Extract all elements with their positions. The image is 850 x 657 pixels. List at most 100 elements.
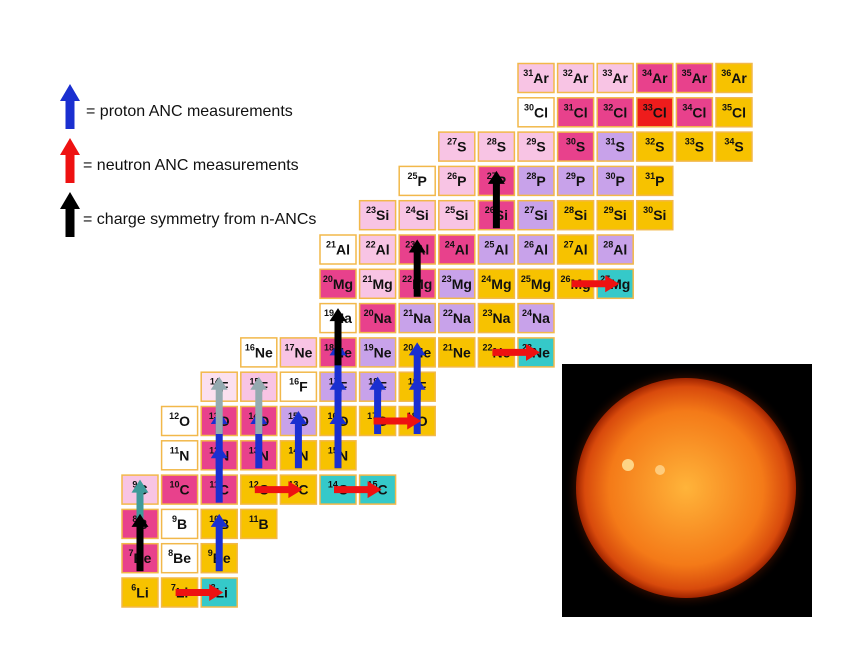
nuclide-label: 16Ne xyxy=(245,343,273,360)
element-symbol: Ar xyxy=(533,70,549,86)
element-symbol: Si xyxy=(614,207,627,223)
nuclide-cell xyxy=(398,302,436,334)
mass-number: 31 xyxy=(523,68,533,78)
element-symbol: O xyxy=(417,413,428,429)
arrow xyxy=(329,376,347,434)
nuclide-cell xyxy=(715,97,753,128)
nuclide-label: 11N xyxy=(170,446,190,463)
nuclide-label: 25Mg xyxy=(521,274,551,291)
element-symbol: S xyxy=(616,138,625,154)
nuclide-cell xyxy=(121,577,159,608)
mass-number: 15 xyxy=(328,446,338,456)
mass-number: 12 xyxy=(209,446,219,456)
nuclide-cell xyxy=(715,62,753,94)
nuclide-cell xyxy=(596,62,634,94)
element-symbol: Cl xyxy=(653,104,667,120)
element-symbol: P xyxy=(616,173,625,189)
arrow xyxy=(60,138,80,183)
mass-number: 35 xyxy=(682,68,692,78)
mass-number: 15 xyxy=(288,411,298,421)
mass-number: 28 xyxy=(603,240,613,250)
mass-number: 35 xyxy=(722,103,732,113)
mass-number: 27 xyxy=(487,171,497,181)
element-symbol: Na xyxy=(374,310,392,326)
element-symbol: Cl xyxy=(574,104,588,120)
element-symbol: Al xyxy=(336,241,350,257)
mass-number: 21 xyxy=(403,308,413,318)
mass-number: 21 xyxy=(362,274,372,284)
nuclide-cell xyxy=(556,165,595,197)
arrow xyxy=(329,308,347,366)
element-symbol: Cl xyxy=(613,104,627,120)
mass-number: 25 xyxy=(445,206,455,216)
arrow xyxy=(289,411,307,469)
nuclide-cell xyxy=(358,337,397,368)
element-symbol: S xyxy=(734,138,743,154)
element-symbol: Mg xyxy=(452,276,472,292)
arrow xyxy=(131,479,149,537)
nuclide-label: 25P xyxy=(408,171,427,188)
arrow xyxy=(487,170,505,229)
element-symbol: Be xyxy=(173,550,191,566)
mass-number: 9 xyxy=(172,514,177,524)
nuclide-cell xyxy=(636,97,674,128)
element-symbol: O xyxy=(179,413,190,429)
element-symbol: Cl xyxy=(732,104,746,120)
nuclide-cell xyxy=(438,302,476,334)
nuclide-cell xyxy=(438,165,476,197)
nuclide-label: 32Cl xyxy=(603,103,627,120)
mass-number: 18 xyxy=(324,343,334,353)
nuclide-cell xyxy=(596,199,634,231)
mass-number: 9 xyxy=(208,549,213,559)
nuclide-label: 24Na xyxy=(522,308,550,325)
nuclide-cell xyxy=(596,234,634,265)
element-symbol: Ne xyxy=(294,344,312,360)
nuclide-label: 29P xyxy=(566,171,585,188)
mass-number: 17 xyxy=(367,411,377,421)
element-symbol: Al xyxy=(534,241,548,257)
arrow xyxy=(210,513,228,572)
nuclide-label: 25Al xyxy=(484,240,508,257)
sun-spot xyxy=(622,459,634,471)
mass-number: 27 xyxy=(564,240,574,250)
nuclide-label: 30P xyxy=(606,171,625,188)
element-symbol: Ne xyxy=(255,344,273,360)
nuclide-cell xyxy=(556,234,595,265)
nuclide-cell xyxy=(517,131,555,162)
nuclide-cell xyxy=(675,131,714,162)
nuclide-label: 23Mg xyxy=(442,274,472,291)
arrow xyxy=(571,275,620,293)
mass-number: 23 xyxy=(442,274,452,284)
element-symbol: C xyxy=(378,481,388,497)
nuclide-label: 28S xyxy=(487,137,506,154)
nuclide-cell xyxy=(517,234,555,265)
mass-number: 11 xyxy=(209,480,219,490)
element-symbol: Si xyxy=(534,207,547,223)
nuclide-cell xyxy=(160,405,199,437)
nuclide-label: 28P xyxy=(526,171,545,188)
element-symbol: Na xyxy=(532,310,550,326)
mass-number: 19 xyxy=(408,377,418,387)
mass-number: 32 xyxy=(603,103,613,113)
sun-disk xyxy=(576,378,796,598)
mass-number: 12 xyxy=(169,411,179,421)
mass-number: 34 xyxy=(642,68,652,78)
nuclide-cell xyxy=(279,337,318,368)
arrow xyxy=(210,445,228,503)
element-symbol: P xyxy=(536,173,545,189)
nuclide-label: 21Ne xyxy=(443,343,471,360)
nuclide-cell xyxy=(240,337,278,368)
arrow xyxy=(250,376,268,434)
nuclide-label: 31Ar xyxy=(523,68,549,85)
nuclide-label: 34Ar xyxy=(642,68,668,85)
element-symbol: Si xyxy=(376,207,389,223)
arrow xyxy=(408,342,426,400)
element-symbol: Mg xyxy=(491,276,511,292)
nuclide-label: 12O xyxy=(169,411,190,428)
legend-text: = neutron ANC measurements xyxy=(83,157,299,174)
nuclide-cell xyxy=(675,97,714,128)
nuclide-cell xyxy=(319,234,357,265)
nuclide-label: 6Li xyxy=(131,583,148,600)
mass-number: 21 xyxy=(326,240,336,250)
nuclide-label: 33Ar xyxy=(602,68,628,85)
